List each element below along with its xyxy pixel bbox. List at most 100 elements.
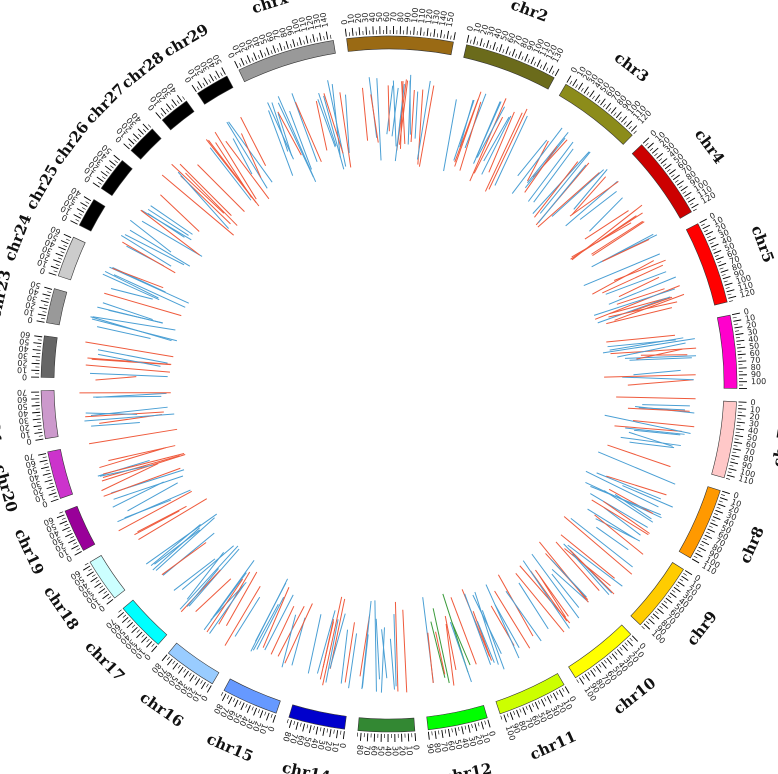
tick-chr23-45 <box>47 291 52 293</box>
tick-chr18-60 <box>82 565 91 571</box>
feature-line-chr25 <box>124 234 185 266</box>
tick-label-chr1: 50 <box>375 12 384 22</box>
tick-chr22-50 <box>33 342 42 345</box>
tick-chr26-20 <box>100 171 108 177</box>
tick-chr14-20 <box>329 729 332 738</box>
feature-line-chr3 <box>537 172 600 228</box>
ideogram-chr6 <box>717 314 738 389</box>
tick-chr19-65 <box>59 511 64 514</box>
feature-line-chr14 <box>340 629 349 684</box>
feature-line-chr4 <box>584 210 629 240</box>
feature-line-chr20 <box>102 455 180 478</box>
ideogram-chr25 <box>78 199 106 232</box>
feature-line-chr20 <box>101 453 186 482</box>
feature-line-chr28 <box>197 164 245 212</box>
tick-chr21-20 <box>33 425 42 428</box>
tick-chr4-30 <box>656 152 664 159</box>
tick-chr10-10 <box>626 640 634 647</box>
feature-line-chr29 <box>240 133 262 178</box>
tick-label-chr22: 30 <box>18 351 29 361</box>
tick-chr19-45 <box>64 523 69 527</box>
tick-label-chr13: 10 <box>404 745 414 756</box>
tick-chr10-50 <box>606 657 613 665</box>
tick-chr7-70 <box>732 448 741 451</box>
tick-chr10-65 <box>598 663 602 668</box>
tick-chrx-70 <box>279 43 283 51</box>
tick-label-chr11: 50 <box>536 711 548 724</box>
tick-chrx-110 <box>305 35 309 44</box>
tick-chrx-35 <box>257 54 260 59</box>
tick-chr3-20 <box>577 82 584 90</box>
tick-label-chr5: 80 <box>731 261 744 273</box>
tick-chrx-140 <box>325 31 329 40</box>
tick-chr12-55 <box>451 728 453 733</box>
tick-chr19-25 <box>70 536 75 539</box>
tick-chrx-60 <box>272 45 276 54</box>
tick-chr9-5 <box>683 573 687 576</box>
feature-line-chr9 <box>560 534 615 579</box>
tick-chr5-100 <box>724 282 733 286</box>
tick-label-chr23: 30 <box>26 293 38 304</box>
feature-line-chr4 <box>579 191 617 220</box>
feature-line-chr2 <box>469 98 507 182</box>
ideogram-chr17 <box>122 599 168 645</box>
tick-chr9-95 <box>646 621 650 625</box>
feature-line-chr11 <box>505 590 542 642</box>
tick-chr16-0 <box>206 685 212 693</box>
feature-line-chr13 <box>394 601 399 692</box>
ideogram-chr8 <box>678 486 721 559</box>
tick-chr11-55 <box>531 703 535 708</box>
feature-line-chr10 <box>539 541 589 603</box>
tick-label-chr7: 30 <box>748 419 759 429</box>
ideogram-chr28 <box>161 100 195 131</box>
tick-chr4-15 <box>649 147 654 151</box>
tick-label-chrx: 110 <box>297 16 309 33</box>
tick-chr18-45 <box>91 574 96 578</box>
tick-chr23-5 <box>41 317 46 320</box>
tick-chr11-20 <box>552 692 558 701</box>
tick-chr10-45 <box>609 655 613 660</box>
ideogram-chr20 <box>47 448 74 499</box>
tick-chr14-30 <box>322 727 325 736</box>
feature-line-chr1 <box>387 85 390 132</box>
feature-line-chr13 <box>393 614 397 687</box>
tick-label-chr12: 0 <box>487 730 497 737</box>
feature-line-chr24 <box>109 266 189 304</box>
tick-chr9-85 <box>650 616 654 620</box>
tick-label-chr19: 20 <box>54 541 67 554</box>
feature-line-chr1 <box>386 85 394 135</box>
tick-label-chr25: 30 <box>66 191 79 204</box>
tick-label-chr13: 20 <box>397 746 406 757</box>
tick-chr18-10 <box>102 593 110 600</box>
tick-label-chr2: 50 <box>499 29 511 42</box>
tick-chr4-60 <box>668 169 676 175</box>
tick-label-chr21: 70 <box>17 388 27 397</box>
feature-line-chr5 <box>602 264 664 294</box>
tick-chr6-10 <box>733 319 742 322</box>
tick-chr16-55 <box>177 664 181 669</box>
tick-label-chr1: 110 <box>417 8 427 24</box>
tick-chr5-40 <box>710 243 719 248</box>
tick-chr12-65 <box>444 729 447 734</box>
feature-line-chr8 <box>598 451 676 485</box>
tick-label-chr23: 20 <box>24 300 36 311</box>
tick-label-chr12: 50 <box>453 739 464 751</box>
tick-label-chr3: 0 <box>569 66 579 75</box>
feature-line-chr8 <box>622 485 673 508</box>
feature-line-chr11 <box>494 590 531 649</box>
feature-line-chr3 <box>527 141 574 202</box>
tick-chr8-15 <box>718 500 723 503</box>
feature-line-chr4 <box>571 176 607 216</box>
tick-chr6-70 <box>738 360 747 362</box>
tick-label-chr1: 80 <box>396 12 405 22</box>
tick-chr11-45 <box>537 700 541 705</box>
tick-chr2-15 <box>476 41 479 46</box>
tick-chr11-10 <box>558 689 564 698</box>
feature-line-chr17 <box>186 552 225 600</box>
feature-line-chr19 <box>103 467 181 497</box>
tick-chr23-0 <box>36 320 45 323</box>
ideogram-chr16 <box>167 642 220 685</box>
feature-line-chr26 <box>140 209 200 256</box>
tick-chr3-65 <box>602 103 606 108</box>
tick-chr7-115 <box>725 478 730 480</box>
